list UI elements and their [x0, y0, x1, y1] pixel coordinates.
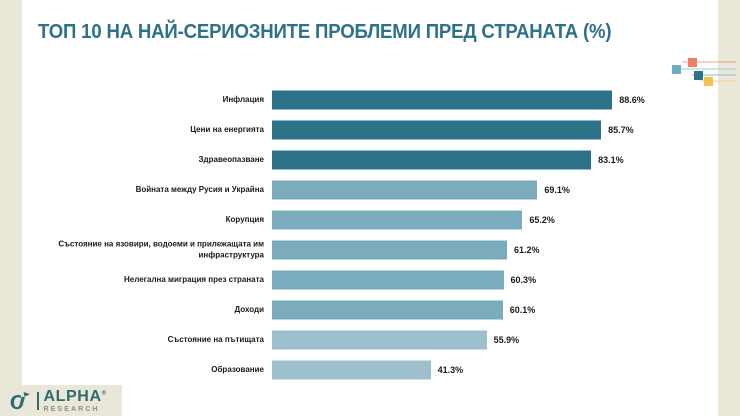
bar-value-label: 88.6%: [619, 95, 645, 105]
bar: [272, 240, 507, 260]
bar-category-label: Доходи: [234, 304, 264, 314]
decorative-accent: [672, 56, 738, 86]
bar-category-label: Състояние на язовири, водоеми и прилежащ…: [58, 239, 264, 260]
bar-category-label: Здравеопазване: [198, 154, 264, 164]
bar-value-label: 65.2%: [529, 215, 555, 225]
bar: [272, 300, 503, 320]
bar: [272, 150, 592, 170]
bar-chart: Инфлация 88.6% Цени на енергията 85.7% Здрав…: [0, 80, 740, 380]
chart-row: Корупция 65.2%: [0, 205, 740, 235]
bar-category-label: Войната между Русия и Украйна: [135, 184, 264, 194]
logo-research-text: RESEARCH: [43, 405, 100, 413]
decorative-accent-icon: [672, 58, 736, 86]
chart-row: Инфлация 88.6%: [0, 85, 740, 115]
bar-category-label: Състояние на пътищата: [167, 334, 264, 344]
bar: [272, 210, 523, 230]
chart-row: Доходи 60.1%: [0, 295, 740, 325]
bar: [272, 360, 431, 380]
alpha-research-logo: ALPHA® RESEARCH: [0, 385, 122, 416]
bar-value-label: 83.1%: [598, 155, 624, 165]
bar-category-label: Образование: [211, 364, 264, 374]
bar-value-label: 55.9%: [493, 335, 520, 345]
bar-value-label: 69.1%: [544, 185, 570, 195]
chart-row: Състояние на язовири, водоеми и прилежащ…: [0, 235, 740, 265]
bar-category-label: Цени на енергията: [190, 124, 264, 134]
chart-row: Войната между Русия и Украйна 69.1%: [0, 175, 740, 205]
chart-row: Образование 41.3%: [0, 355, 740, 385]
chart-row: Здравеопазване 83.1%: [0, 145, 740, 175]
bar: [272, 180, 538, 200]
logo-alpha-text: ALPHA®: [43, 387, 107, 405]
logo-divider: [37, 391, 39, 410]
alpha-glyph-icon: [10, 392, 30, 410]
bar-value-label: 60.1%: [509, 305, 536, 315]
right-margin-strip: [718, 0, 740, 416]
bar: [272, 90, 613, 110]
logo-registered-mark: ®: [101, 390, 107, 397]
left-margin-strip: [0, 0, 22, 416]
slide-title: ТОП 10 НА НАЙ-СЕРИОЗНИТЕ ПРОБЛЕМИ ПРЕД С…: [38, 21, 612, 43]
bar-value-label: 61.2%: [514, 245, 540, 255]
bar-value-label: 60.3%: [510, 275, 537, 285]
chart-row: Нелегална миграция през страната 60.3%: [0, 265, 740, 295]
bar: [272, 270, 504, 290]
bar-value-label: 85.7%: [608, 125, 634, 135]
bar-value-label: 41.3%: [437, 365, 464, 375]
chart-row: Цени на енергията 85.7%: [0, 115, 740, 145]
bar-category-label: Нелегална миграция през страната: [124, 274, 264, 284]
bar-category-label: Корупция: [225, 214, 264, 224]
bar-category-label: Инфлация: [222, 94, 264, 104]
bar: [272, 330, 487, 350]
bar: [272, 120, 602, 140]
chart-row: Състояние на пътищата 55.9%: [0, 325, 740, 355]
